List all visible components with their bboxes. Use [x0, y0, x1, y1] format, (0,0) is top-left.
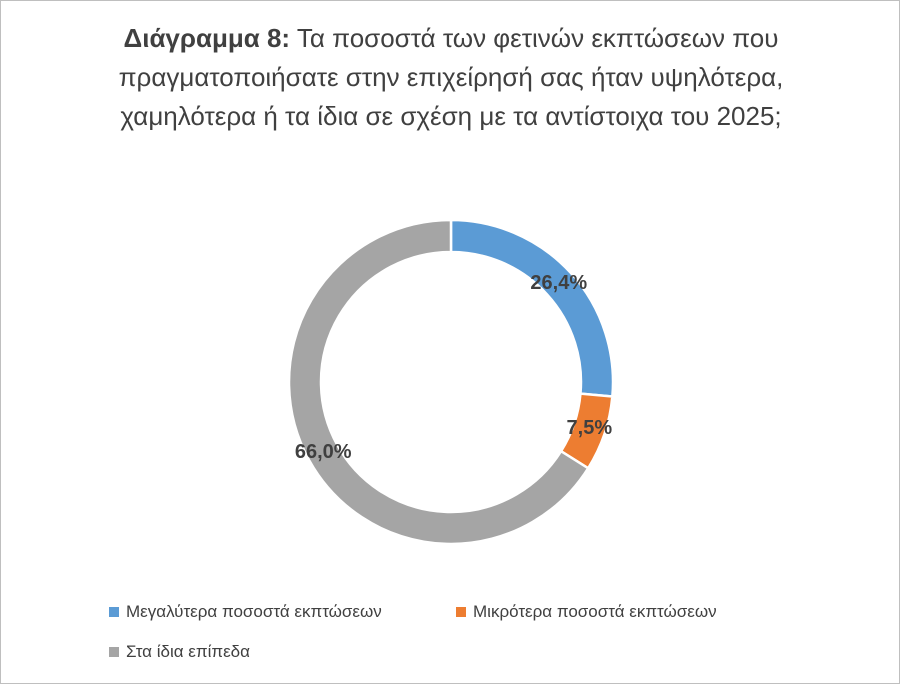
title-text: Τα ποσοστά των φετινών εκπτώσεων που πρα…	[118, 23, 784, 131]
data-label: 26,4%	[530, 272, 587, 294]
legend-item: Μικρότερα ποσοστά εκπτώσεων	[456, 602, 717, 622]
title-prefix: Διάγραμμα 8:	[123, 23, 291, 53]
legend-label: Στα ίδια επίπεδα	[126, 642, 250, 661]
donut-segment	[287, 218, 590, 546]
legend-item: Μεγαλύτερα ποσοστά εκπτώσεων	[109, 602, 382, 622]
legend-marker	[456, 607, 466, 617]
donut-segment	[449, 218, 615, 398]
chart-title: Διάγραμμα 8: Τα ποσοστά των φετινών εκπτ…	[91, 19, 811, 136]
legend-label: Μικρότερα ποσοστά εκπτώσεων	[473, 602, 717, 621]
legend-marker	[109, 647, 119, 657]
legend-label: Μεγαλύτερα ποσοστά εκπτώσεων	[126, 602, 382, 621]
legend-item: Στα ίδια επίπεδα	[109, 642, 250, 662]
legend-marker	[109, 607, 119, 617]
data-label: 66,0%	[295, 441, 352, 463]
data-label: 7,5%	[567, 417, 613, 439]
